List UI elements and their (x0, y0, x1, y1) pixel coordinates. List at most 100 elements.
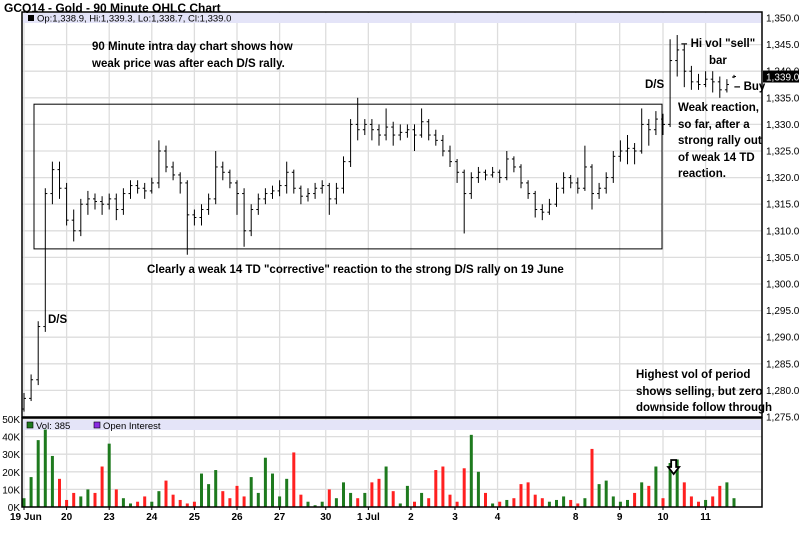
ohlc-bar (604, 172, 609, 194)
volume-bar (235, 485, 239, 507)
ohlc-bar (64, 182, 69, 226)
ohlc-bar (440, 135, 445, 157)
ohlc-bar (433, 129, 438, 146)
ohlc-bar (213, 151, 218, 205)
annotation-line: so far, after a (678, 118, 750, 131)
volume-bar (93, 492, 97, 507)
volume-bar (313, 505, 317, 507)
volume-bar (278, 496, 282, 507)
volume-panel-frame (21, 417, 763, 508)
volume-bar (129, 503, 132, 507)
ohlc-bar (582, 145, 587, 191)
down-arrow-icon (666, 459, 682, 476)
ohlc-bar (327, 182, 332, 215)
volume-legend-text: Vol: 385 (36, 421, 70, 432)
ohlc-bar (448, 145, 452, 167)
volume-bar (36, 440, 40, 507)
volume-bar (704, 499, 708, 507)
ohlc-bar (235, 180, 239, 215)
volume-bar (725, 482, 729, 507)
annotation-box-caption: Clearly a weak 14 TD "corrective" reacti… (147, 264, 564, 276)
price-tick-label: 1,295.0 (766, 306, 800, 317)
ohlc-bar (320, 180, 325, 194)
volume-bar (398, 503, 402, 507)
volume-bar (469, 434, 473, 507)
ohlc-bar (348, 119, 353, 167)
ohlc-bar (85, 190, 90, 215)
annotation-line: downside follow through (636, 402, 773, 414)
ohlc-bar (575, 177, 580, 194)
volume-bar (562, 496, 566, 507)
ohlc-bar (668, 39, 673, 128)
price-tick-label: 1,285.0 (766, 359, 800, 370)
ohlc-bar (653, 111, 658, 136)
volume-bar (363, 492, 367, 507)
annotation-line: Highest vol of period (636, 369, 751, 381)
volume-bar (370, 482, 374, 507)
volume-bar (654, 466, 658, 507)
volume-bar (689, 496, 693, 507)
annotation-line: reaction. (678, 168, 726, 180)
annotation-buy-label: Buy (743, 81, 766, 93)
volume-bar (107, 443, 111, 507)
volume-bar (356, 498, 360, 507)
ohlc-bar (419, 108, 424, 138)
volume-bar (682, 482, 686, 507)
date-tick-label: 30 (320, 512, 332, 523)
ohlc-bar (689, 65, 694, 90)
volume-bar (668, 463, 672, 507)
volume-bar (50, 455, 54, 507)
ohlc-bar (71, 209, 76, 242)
volume-bar (413, 501, 416, 507)
volume-bar (434, 470, 438, 507)
ohlc-bar (455, 158, 460, 183)
volume-bar (491, 503, 495, 507)
ohlc-bar (369, 119, 374, 141)
ohlc-bar (171, 161, 176, 181)
ohlc-bar (192, 209, 197, 226)
ohlc-bar (661, 113, 665, 136)
volume-bar (377, 478, 381, 507)
volume-tick-label: 0K (8, 503, 21, 514)
ohlc-bar (93, 193, 97, 210)
volume-bar (327, 489, 331, 507)
ohlc-bar (164, 145, 168, 173)
volume-bar (349, 492, 353, 507)
volume-bar (221, 491, 225, 507)
ohlc-bar (242, 188, 247, 247)
volume-bar (555, 499, 558, 507)
ohlc-bar (526, 180, 531, 199)
volume-bar (79, 496, 83, 507)
ohlc-bar (341, 156, 346, 194)
ohlc-bar (696, 73, 701, 90)
ohlc-bar (206, 193, 211, 215)
volume-bar (448, 494, 452, 507)
price-tick-label: 1,315.0 (766, 200, 800, 211)
ohlc-bar (590, 164, 594, 210)
volume-bar (43, 429, 47, 507)
ohlc-bar (483, 169, 488, 181)
ohlc-bar (519, 164, 523, 189)
volume-bar (718, 485, 722, 507)
ohlc-bar (142, 182, 147, 199)
volume-tick-label: 20K (2, 468, 20, 479)
ohlc-bar (128, 180, 133, 199)
date-tick-label: 1 Jul (357, 512, 380, 523)
volume-legend-band (23, 420, 761, 430)
volume-bar (150, 501, 154, 507)
ohlc-bar (249, 204, 254, 237)
ohlc-bar (568, 174, 573, 189)
volume-bar (200, 473, 203, 507)
annotation-line: strong rally out (678, 135, 762, 147)
annotation-buy: – Buy (734, 79, 765, 96)
volume-bar (519, 484, 523, 507)
dash-marker: – (734, 81, 744, 93)
ohlc-bar (533, 190, 538, 218)
volume-bar (547, 501, 551, 507)
ohlc-bar (391, 121, 396, 146)
ohlc-bar (561, 172, 566, 194)
volume-bar (207, 484, 211, 507)
volume-bar (72, 492, 76, 507)
ohlc-bar (646, 119, 651, 146)
volume-bar (526, 482, 530, 507)
